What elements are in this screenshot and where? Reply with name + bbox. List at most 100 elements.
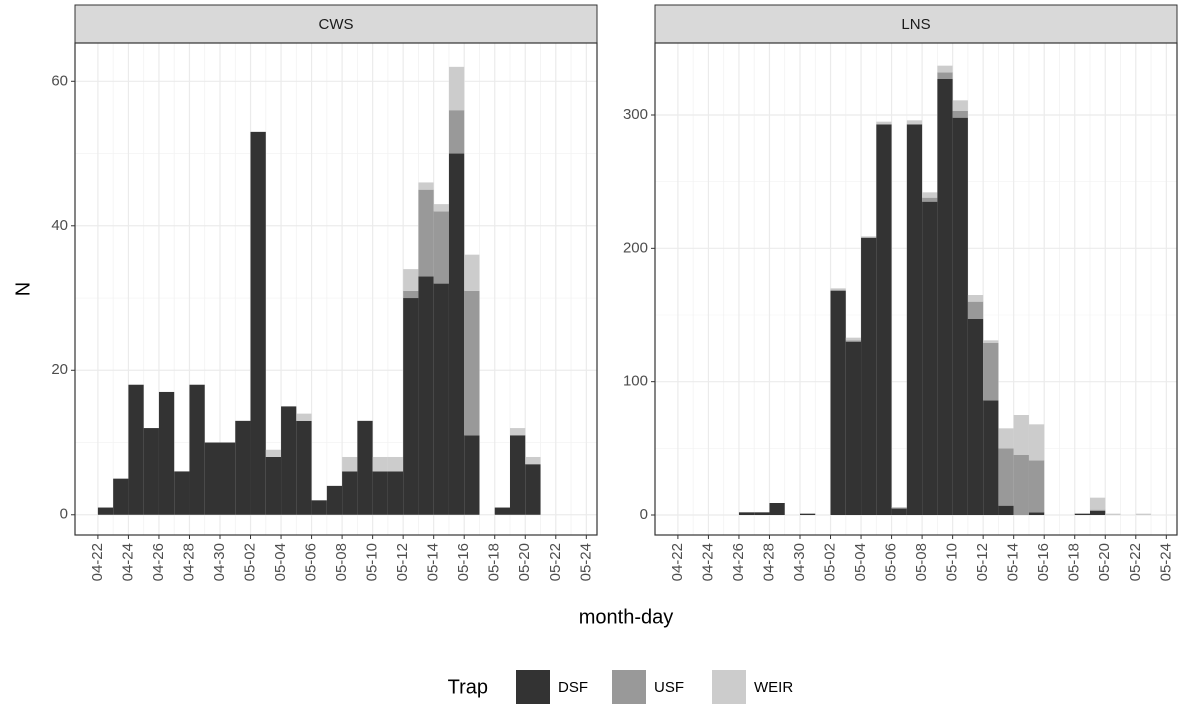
bar-segment <box>433 211 449 284</box>
bar-segment <box>372 456 388 472</box>
bar-segment <box>235 420 251 515</box>
bar-segment <box>510 428 526 436</box>
y-tick-label: 300 <box>623 106 648 123</box>
x-tick-label: 05-08 <box>913 543 930 581</box>
bar-segment <box>464 435 480 515</box>
bar-segment <box>983 343 999 401</box>
x-tick-label: 04-24 <box>699 543 716 581</box>
bar-segment <box>967 301 984 319</box>
bar-segment <box>800 513 816 515</box>
bar-segment <box>906 120 923 125</box>
strip <box>654 4 1178 44</box>
bar-segment <box>769 503 785 515</box>
bar-segment <box>1028 424 1045 461</box>
bar-segment <box>403 269 419 291</box>
bar-segment <box>952 111 968 118</box>
bar-segment <box>1135 513 1152 515</box>
x-tick-label: 04-24 <box>119 543 136 581</box>
bar-segment <box>754 512 770 515</box>
bar-segment <box>204 442 220 515</box>
bar-segment <box>265 449 282 457</box>
x-tick-label: 04-22 <box>89 543 106 581</box>
bar-segment <box>433 204 449 212</box>
bar-segment <box>937 65 953 73</box>
bar-segment <box>418 276 434 515</box>
legend-label: USF <box>654 679 684 696</box>
bar-segment <box>738 512 755 515</box>
bar-segment <box>937 79 953 515</box>
bar-segment <box>1013 455 1029 515</box>
bar-segment <box>861 237 877 515</box>
x-tick-label: 05-04 <box>272 543 289 581</box>
bar-segment <box>403 298 419 515</box>
bar-segment <box>998 505 1014 515</box>
bar-segment <box>983 340 999 343</box>
y-tick-label: 20 <box>51 361 68 378</box>
bar-segment <box>433 283 449 515</box>
y-tick-label: 0 <box>60 506 68 523</box>
bar-segment <box>1074 513 1090 515</box>
y-tick-label: 100 <box>623 373 648 390</box>
panel-border <box>654 42 1178 536</box>
bar-segment <box>891 507 907 509</box>
bar-segment <box>845 340 862 342</box>
bar-segment <box>296 420 312 515</box>
bar-segment <box>525 464 541 515</box>
bar-segment <box>418 189 434 277</box>
x-tick-label: 04-30 <box>791 543 808 581</box>
bar-segment <box>891 508 907 515</box>
bar-segment <box>876 124 892 515</box>
bar-segment <box>128 384 144 515</box>
bar-segment <box>464 290 480 436</box>
bar-segment <box>510 435 526 515</box>
bar-segment <box>494 507 510 515</box>
bar-segment <box>952 100 968 111</box>
x-tick-label: 05-24 <box>1157 543 1174 581</box>
bar-segment <box>998 448 1014 506</box>
x-tick-label: 05-22 <box>547 543 564 581</box>
x-tick-label: 04-28 <box>760 543 777 581</box>
bar-segment <box>296 413 312 421</box>
x-tick-label: 04-30 <box>211 543 228 581</box>
legend-key <box>612 670 646 704</box>
bar-segment <box>250 131 266 515</box>
x-tick-label: 05-20 <box>1096 543 1113 581</box>
y-tick-label: 60 <box>51 72 68 89</box>
x-axis-label: month-day <box>579 606 674 628</box>
bar-segment <box>845 337 862 341</box>
x-tick-label: 05-08 <box>333 543 350 581</box>
bar-segment <box>220 442 236 515</box>
bar-segment <box>998 428 1014 449</box>
bar-segment <box>143 428 159 515</box>
bar-segment <box>861 236 877 238</box>
bar-segment <box>448 66 465 111</box>
x-tick-label: 05-14 <box>1005 543 1022 581</box>
bar-segment <box>189 384 205 515</box>
bar-segment <box>311 500 327 515</box>
legend-label: DSF <box>558 679 588 696</box>
x-tick-label: 05-02 <box>821 543 838 581</box>
x-tick-label: 05-02 <box>241 543 258 581</box>
bar-segment <box>357 420 373 515</box>
bar-segment <box>372 471 388 515</box>
bar-segment <box>952 117 968 516</box>
bar-segment <box>265 456 282 515</box>
bar-segment <box>1013 415 1029 455</box>
x-tick-label: 05-06 <box>303 543 320 581</box>
bar-segment <box>342 471 358 515</box>
x-tick-label: 05-12 <box>974 543 991 581</box>
bar-segment <box>1090 511 1106 515</box>
facet-title: CWS <box>319 16 354 33</box>
bar-segment <box>937 72 953 79</box>
bar-segment <box>1028 512 1045 515</box>
x-tick-label: 05-18 <box>1066 543 1083 581</box>
bar-segment <box>448 153 465 515</box>
bar-segment <box>830 288 846 290</box>
x-tick-label: 04-22 <box>669 543 686 581</box>
bar-segment <box>326 485 343 515</box>
bar-segment <box>922 201 938 515</box>
x-tick-label: 05-16 <box>1035 543 1052 581</box>
bar-segment <box>387 471 404 515</box>
x-tick-label: 05-10 <box>944 543 961 581</box>
